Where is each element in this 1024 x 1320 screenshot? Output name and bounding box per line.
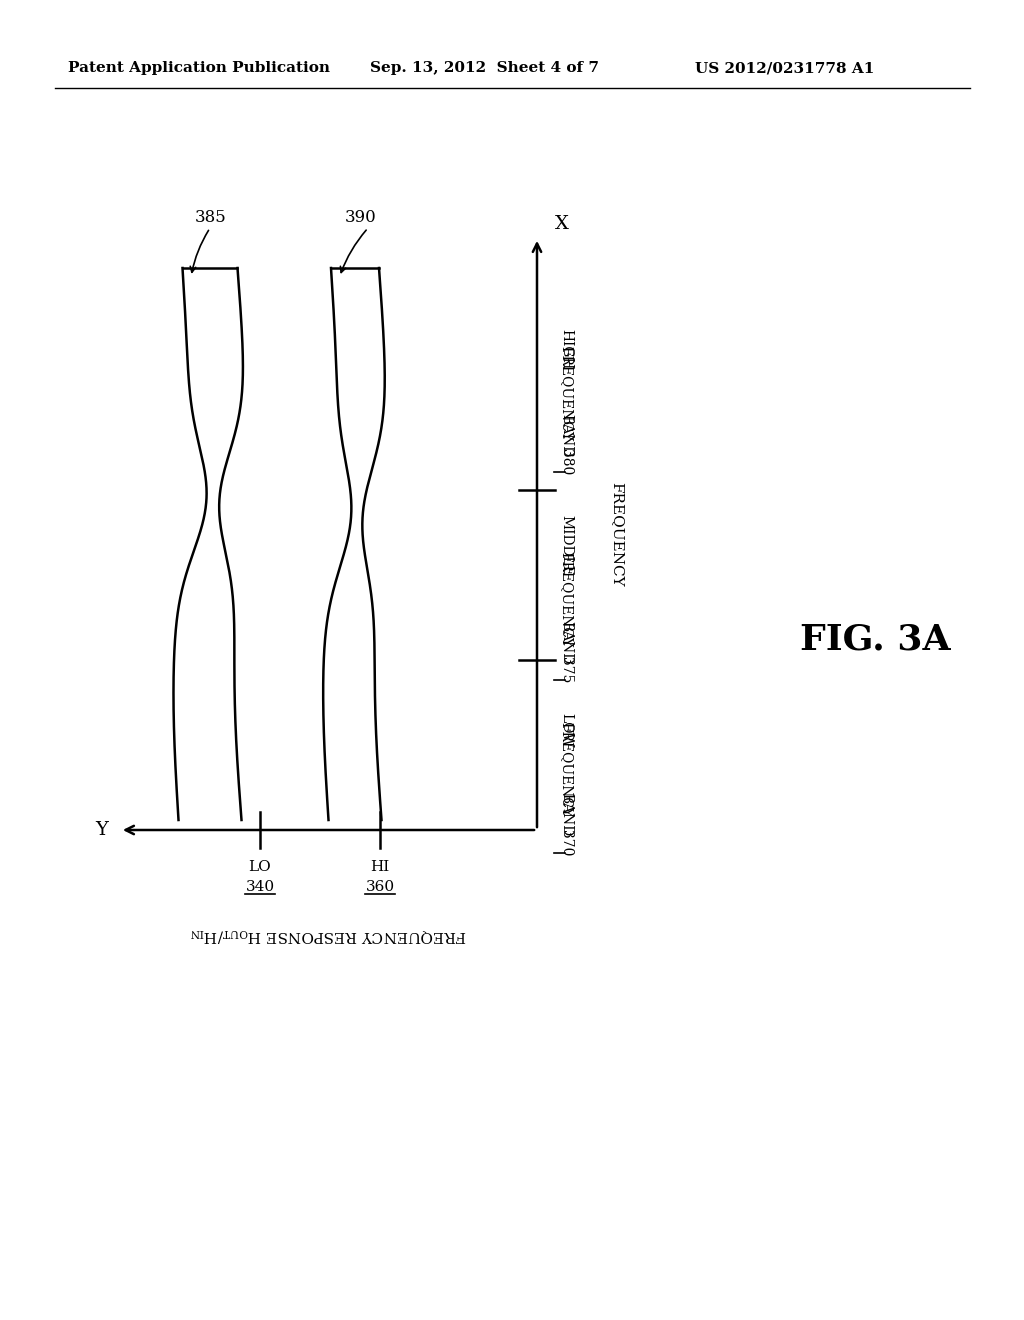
Text: 370: 370 bbox=[559, 830, 573, 857]
Text: 380: 380 bbox=[559, 449, 573, 475]
Text: LO: LO bbox=[249, 861, 271, 874]
Text: 375: 375 bbox=[559, 657, 573, 684]
Text: FREQUENCY: FREQUENCY bbox=[559, 722, 573, 817]
Text: BAND: BAND bbox=[559, 414, 573, 458]
Text: Y: Y bbox=[95, 821, 108, 840]
Text: 385: 385 bbox=[195, 210, 226, 227]
Text: HIGH: HIGH bbox=[559, 329, 573, 370]
Text: FREQUENCY: FREQUENCY bbox=[559, 553, 573, 648]
Text: 390: 390 bbox=[345, 210, 377, 227]
Text: Patent Application Publication: Patent Application Publication bbox=[68, 61, 330, 75]
Text: FREQUENCY RESPONSE H$_\mathregular{OUT}$/H$_\mathregular{IN}$: FREQUENCY RESPONSE H$_\mathregular{OUT}$… bbox=[189, 927, 467, 944]
Text: FREQUENCY: FREQUENCY bbox=[559, 346, 573, 442]
Text: 360: 360 bbox=[366, 880, 394, 894]
Text: MIDDLE: MIDDLE bbox=[559, 515, 573, 576]
Text: BAND: BAND bbox=[559, 793, 573, 837]
Text: US 2012/0231778 A1: US 2012/0231778 A1 bbox=[695, 61, 874, 75]
Text: FREQUENCY: FREQUENCY bbox=[610, 482, 624, 586]
Text: HI: HI bbox=[371, 861, 389, 874]
Text: BAND: BAND bbox=[559, 622, 573, 665]
Text: FIG. 3A: FIG. 3A bbox=[800, 623, 950, 657]
Text: Sep. 13, 2012  Sheet 4 of 7: Sep. 13, 2012 Sheet 4 of 7 bbox=[370, 61, 599, 75]
Text: LOW: LOW bbox=[559, 713, 573, 747]
Text: X: X bbox=[555, 215, 569, 234]
Text: 340: 340 bbox=[246, 880, 274, 894]
